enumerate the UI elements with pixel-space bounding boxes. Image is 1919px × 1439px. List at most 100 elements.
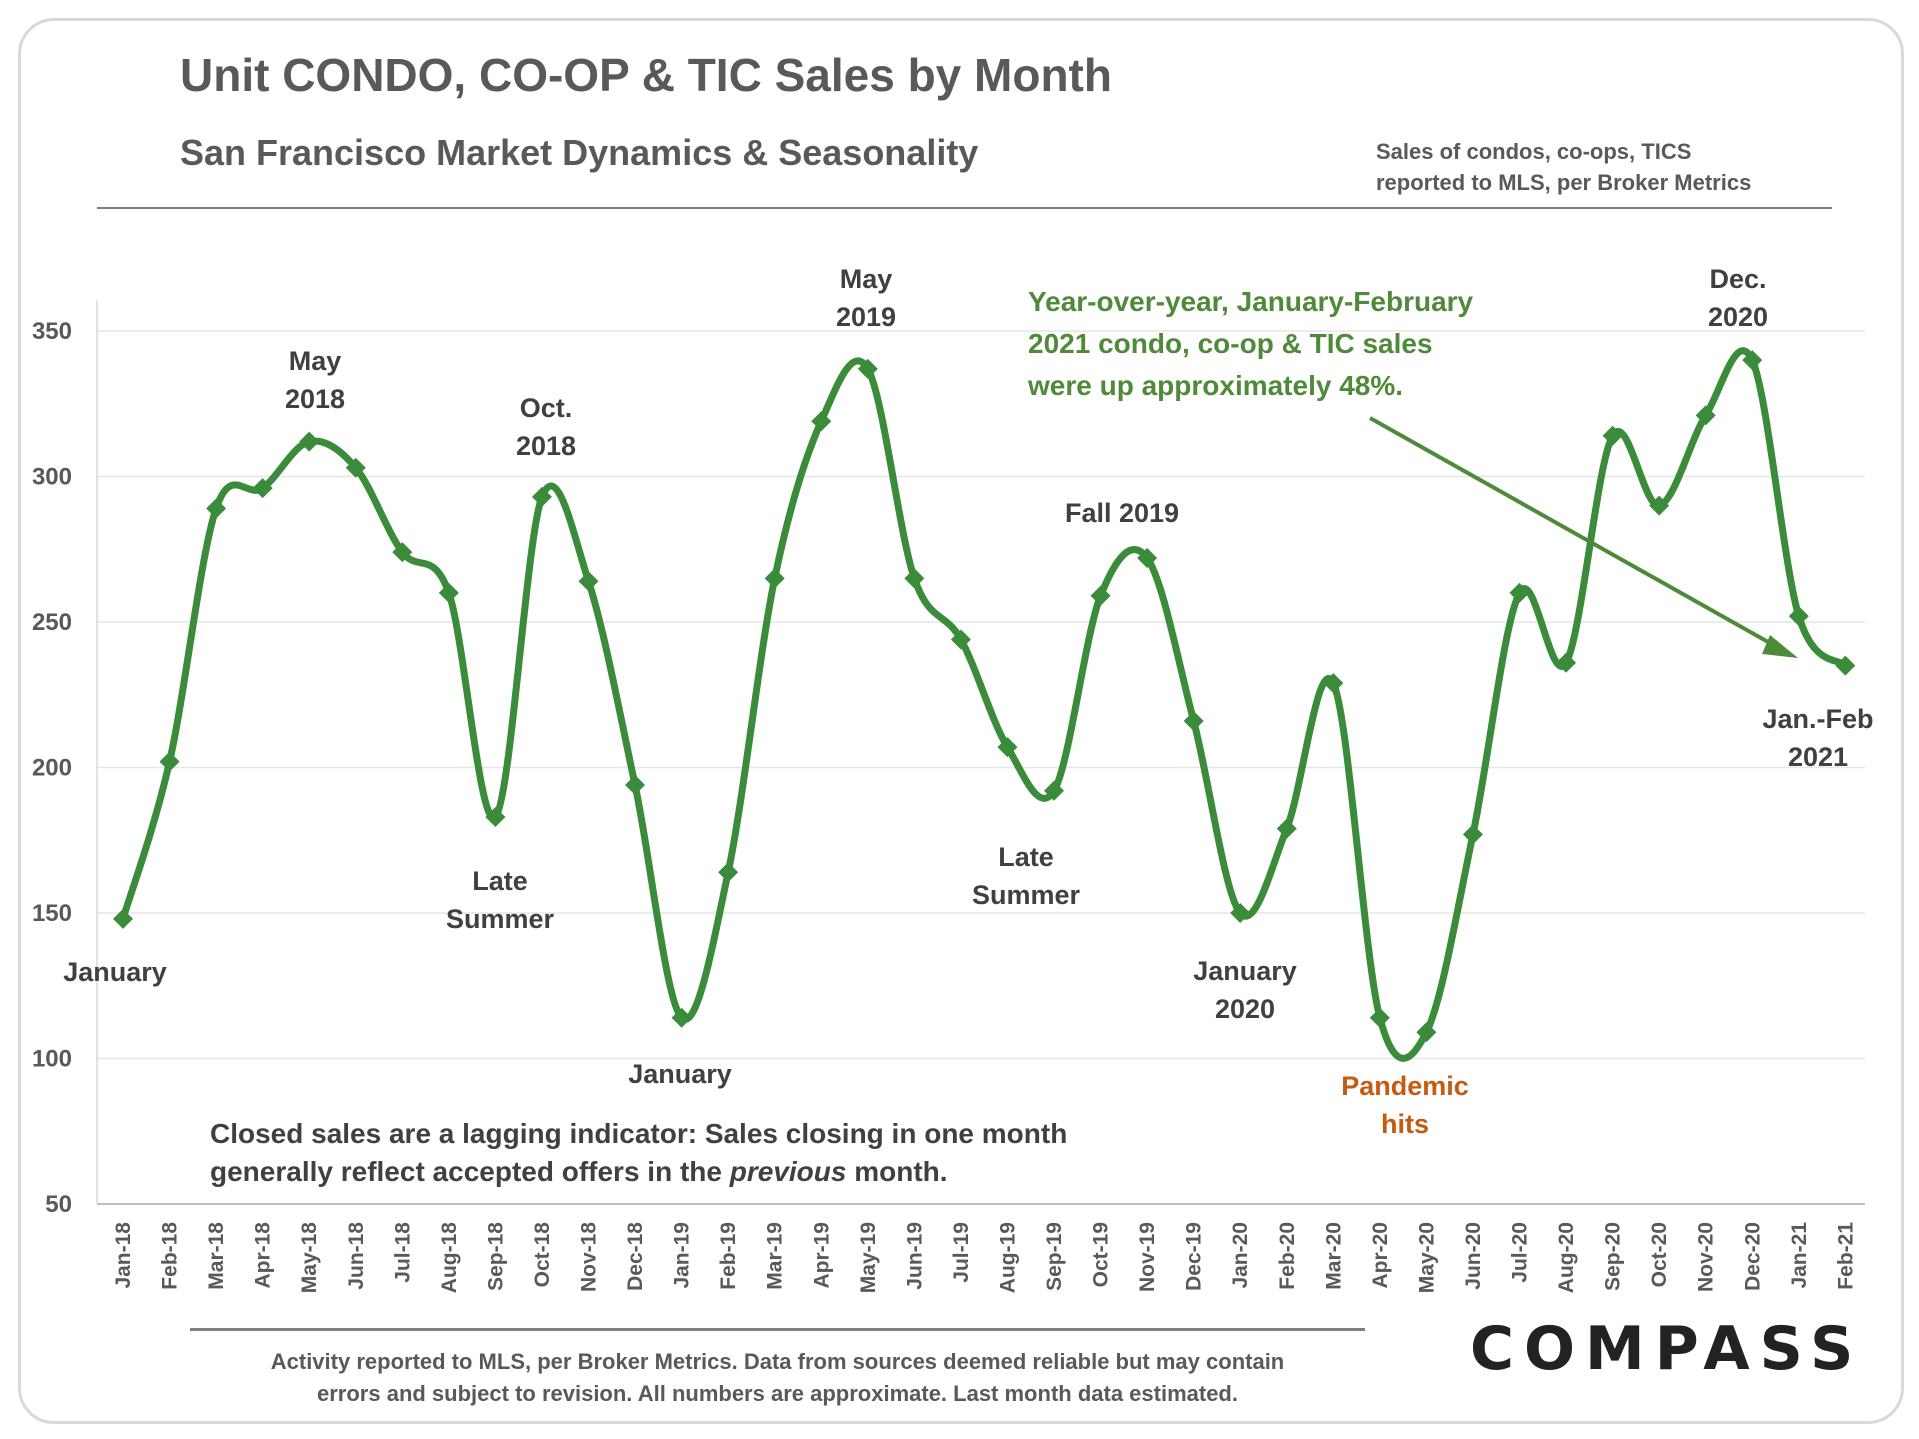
data-point-marker — [857, 358, 878, 379]
annotation-label: Dec. — [1709, 264, 1766, 294]
x-tick-label: Apr-19 — [810, 1222, 833, 1289]
footer-divider — [190, 1328, 1365, 1331]
x-tick-label: Jan-19 — [671, 1222, 694, 1289]
data-point-marker — [1695, 405, 1716, 426]
x-tick-label: Dec-20 — [1741, 1222, 1764, 1291]
x-tick-label: Jun-20 — [1462, 1222, 1485, 1290]
x-tick-label: Oct-19 — [1090, 1222, 1113, 1287]
annotation-label: January — [63, 957, 167, 987]
data-point-marker — [1602, 425, 1623, 446]
series-line-layer — [119, 347, 1848, 1062]
lag-note-line-1: Closed sales are a lagging indicator: Sa… — [210, 1118, 1067, 1149]
data-point-marker — [811, 411, 832, 432]
x-tick-label: Sep-19 — [1043, 1222, 1066, 1291]
disclaimer-line-2: errors and subject to revision. All numb… — [317, 1381, 1238, 1406]
x-tick-label: Apr-18 — [252, 1222, 275, 1289]
data-point-marker — [1369, 1007, 1390, 1028]
data-point-marker — [578, 571, 599, 592]
data-point-marker — [206, 498, 227, 519]
x-tick-label: May-18 — [298, 1222, 321, 1294]
y-tick-label: 150 — [32, 900, 72, 927]
x-tick-label: Sep-20 — [1602, 1222, 1625, 1291]
data-point-marker — [1230, 903, 1251, 923]
x-tick-label: Aug-19 — [996, 1222, 1019, 1293]
annotation-label: 2018 — [285, 384, 345, 414]
x-tick-label: Nov-18 — [578, 1222, 601, 1292]
annotation-label: hits — [1381, 1109, 1429, 1139]
lag-note-line-2: generally reflect accepted offers in the… — [210, 1156, 948, 1187]
callout-arrowhead — [1762, 635, 1798, 658]
lag-note-italic: previous — [729, 1156, 847, 1187]
annotation-label: 2020 — [1215, 994, 1275, 1024]
x-tick-label: Jun-18 — [345, 1222, 368, 1290]
data-point-marker — [345, 457, 366, 478]
yoy-callout: Year-over-year, January-February 2021 con… — [1027, 286, 1798, 658]
data-point-marker — [485, 806, 506, 827]
x-tick-label: Feb-18 — [159, 1222, 182, 1290]
source-note-line-1: Sales of condos, co-ops, TICS — [1376, 139, 1692, 164]
annotation-label: 2019 — [836, 302, 896, 332]
data-point-marker — [1462, 824, 1483, 845]
data-point-marker — [904, 568, 925, 589]
data-point-marker — [1649, 495, 1670, 516]
y-tick-label: 50 — [45, 1191, 72, 1218]
x-tick-label: Jan-20 — [1229, 1222, 1252, 1289]
x-tick-label: Aug-20 — [1555, 1222, 1578, 1293]
x-tick-label: Oct-20 — [1648, 1222, 1671, 1287]
series-line — [119, 347, 1848, 1062]
data-point-marker — [438, 582, 459, 603]
x-tick-label: Oct-18 — [531, 1222, 554, 1288]
x-tick-label: Mar-19 — [764, 1222, 787, 1290]
data-point-marker — [1044, 780, 1064, 801]
x-tick-label: Jul-18 — [391, 1222, 414, 1283]
annotation-label: Summer — [972, 880, 1081, 910]
x-tick-label: Sep-18 — [484, 1222, 507, 1291]
disclaimer-line-1: Activity reported to MLS, per Broker Met… — [270, 1349, 1285, 1374]
x-tick-label: Nov-19 — [1136, 1222, 1159, 1292]
gridlines — [96, 300, 1865, 1205]
annotation-label: Summer — [446, 904, 555, 934]
data-point-marker — [1090, 585, 1111, 606]
data-point-marker — [1788, 606, 1809, 627]
annotation-label: January — [628, 1059, 732, 1089]
y-tick-label: 300 — [32, 464, 72, 491]
x-tick-label: Mar-20 — [1322, 1222, 1345, 1290]
x-tick-label: Aug-18 — [438, 1222, 461, 1293]
annotation-label: Fall 2019 — [1065, 498, 1179, 528]
x-tick-label: Jul-20 — [1509, 1222, 1532, 1283]
data-point-marker — [252, 478, 273, 499]
data-point-marker — [1509, 582, 1530, 603]
data-markers — [113, 350, 1856, 1043]
callout-arrow-line — [1369, 416, 1778, 649]
data-point-marker — [299, 431, 320, 452]
compass-logo: COMPASS — [1470, 1314, 1864, 1384]
data-point-marker — [1276, 818, 1297, 839]
chart-title: Unit CONDO, CO-OP & TIC Sales by Month — [180, 49, 1112, 101]
x-tick-label: Jun-19 — [903, 1222, 926, 1290]
data-point-marker — [1556, 652, 1577, 673]
y-tick-label: 200 — [32, 755, 72, 782]
data-point-marker — [1323, 673, 1344, 694]
y-tick-label: 250 — [32, 609, 72, 636]
x-tick-label: Dec-18 — [624, 1222, 647, 1291]
data-point-marker — [159, 751, 180, 772]
annotation-label: January — [1193, 956, 1297, 986]
callout-text-line: 2021 condo, co-op & TIC sales — [1028, 328, 1433, 359]
data-point-marker — [1742, 350, 1763, 371]
data-point-marker — [718, 862, 739, 883]
data-point-marker — [764, 568, 785, 589]
x-tick-label: Feb-20 — [1276, 1222, 1299, 1290]
chart-frame — [18, 18, 1904, 1424]
annotation-label: Oct. — [520, 393, 573, 423]
annotation-label: 2018 — [516, 431, 576, 461]
x-tick-label: Apr-20 — [1369, 1222, 1392, 1289]
data-point-marker — [997, 737, 1018, 758]
y-tick-label: 100 — [32, 1046, 72, 1073]
data-point-marker — [1183, 710, 1204, 731]
x-axis: Jan-18 Feb-18 Mar-18 Apr-18 May-18 Jun-18 Jul-… — [112, 1222, 1857, 1294]
data-point-marker — [671, 1007, 692, 1028]
x-tick-label: Mar-18 — [205, 1222, 228, 1290]
chart-subtitle: San Francisco Market Dynamics & Seasonal… — [180, 132, 979, 173]
x-tick-label: May-19 — [857, 1222, 880, 1293]
